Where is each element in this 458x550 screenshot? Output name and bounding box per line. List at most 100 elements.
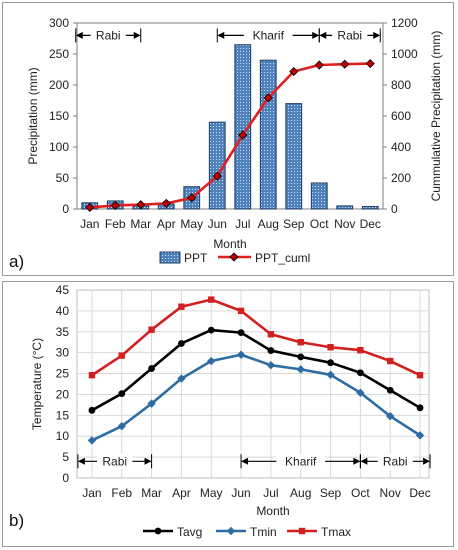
point-ppt-cuml bbox=[110, 200, 120, 211]
panel-label: a) bbox=[9, 252, 24, 271]
point-tmin bbox=[326, 370, 335, 380]
line-ppt-cuml bbox=[89, 62, 371, 209]
x-tick-label: Jul bbox=[263, 486, 278, 500]
x-tick-label: May bbox=[180, 217, 203, 231]
x-tick-label: Aug bbox=[258, 217, 279, 231]
season-label: Kharif bbox=[285, 454, 317, 468]
point-tavg bbox=[148, 365, 155, 372]
x-tick-label: Feb bbox=[105, 217, 126, 231]
chart-panel-b: 0 5 10 15 20 25 30 35 40 45 Rabi Kharif Rabi Jan Feb Ma… bbox=[2, 281, 454, 547]
y-tick-label: 15 bbox=[56, 408, 70, 422]
point-tmin bbox=[207, 356, 216, 366]
x-axis-title: Month bbox=[256, 504, 289, 518]
line-tmin bbox=[91, 353, 421, 442]
point-ppt-cuml bbox=[289, 66, 299, 77]
x-tick-label: Nov bbox=[380, 486, 401, 500]
point-tavg bbox=[327, 359, 334, 367]
season-arrowhead-right bbox=[312, 31, 320, 39]
y-tick-label: 40 bbox=[56, 304, 70, 318]
season-arrowhead-left bbox=[75, 31, 83, 39]
y-tick-label: 200 bbox=[49, 78, 69, 92]
point-tavg bbox=[356, 369, 364, 377]
point-tmax bbox=[148, 326, 155, 333]
season-label: Rabi bbox=[102, 454, 127, 468]
point-tavg bbox=[237, 329, 245, 337]
point-tmax bbox=[88, 372, 96, 379]
point-tmax bbox=[357, 346, 364, 354]
point-ppt-cuml bbox=[187, 193, 197, 203]
season-arrowhead-right bbox=[144, 457, 152, 465]
legend-marker-tavg bbox=[154, 527, 162, 535]
legend-label-tmax: Tmax bbox=[321, 525, 351, 539]
point-tavg bbox=[386, 386, 394, 394]
x-tick-label: Mar bbox=[130, 217, 151, 231]
x-tick-label: May bbox=[200, 486, 223, 500]
season-label-bg bbox=[90, 27, 126, 44]
point-tmin bbox=[236, 350, 246, 359]
season-arrowhead-right bbox=[423, 457, 431, 465]
y-axis-title: Precipitation (mm) bbox=[26, 67, 40, 164]
point-tavg bbox=[88, 406, 96, 414]
bar-ppt bbox=[285, 103, 303, 210]
y-tick-label: 300 bbox=[49, 16, 69, 30]
legend-label-ppt-cuml: PPT_cuml bbox=[255, 251, 310, 265]
y-right-tick-label: 200 bbox=[391, 171, 411, 185]
season-label: Rabi bbox=[383, 454, 408, 468]
point-tmax bbox=[327, 344, 334, 351]
x-axis-title: Month bbox=[213, 237, 246, 251]
bar-ppt bbox=[234, 44, 252, 210]
point-tavg bbox=[267, 347, 275, 354]
x-tick-label: Sep bbox=[283, 217, 305, 231]
season-label: Kharif bbox=[253, 28, 285, 42]
y-right-tick-label: 0 bbox=[391, 202, 398, 216]
x-tick-label: Jan bbox=[82, 486, 101, 500]
point-tmax bbox=[416, 372, 424, 379]
y-tick-label: 250 bbox=[49, 47, 69, 61]
x-tick-label: Jun bbox=[208, 217, 227, 231]
y-right-axis-title: Cummulative Precipitation (mm) bbox=[429, 31, 443, 202]
plot-frame bbox=[76, 22, 384, 210]
x-tick-label: Nov bbox=[334, 217, 355, 231]
point-ppt-cuml bbox=[85, 202, 95, 213]
y-tick-label: 0 bbox=[62, 471, 69, 485]
point-ppt-cuml bbox=[238, 130, 248, 140]
point-ppt-cuml bbox=[340, 59, 350, 69]
point-tmin bbox=[386, 411, 395, 421]
y-right-tick-label: 600 bbox=[391, 109, 411, 123]
precipitation-chart: 0 50 100 150 200 250 300 0 200 400 600 800 1000 1200 R… bbox=[9, 16, 443, 271]
season-arrowhead-left bbox=[241, 457, 249, 465]
x-tick-label: Oct bbox=[351, 486, 370, 500]
legend-marker-tmax bbox=[298, 527, 306, 535]
x-tick-label: Jan bbox=[80, 217, 99, 231]
season-label-bg bbox=[243, 27, 293, 44]
season-arrowhead-right bbox=[353, 457, 361, 465]
season-label-bg bbox=[332, 27, 368, 44]
season-arrowhead-left bbox=[360, 457, 368, 465]
point-tmin bbox=[117, 421, 126, 431]
x-tick-label: Oct bbox=[310, 217, 329, 231]
bar-ppt bbox=[336, 205, 354, 210]
y-tick-label: 45 bbox=[56, 283, 70, 297]
season-label-bg bbox=[97, 453, 133, 470]
y-tick-label: 10 bbox=[56, 429, 70, 443]
chart-panel-a: 0 50 100 150 200 250 300 0 200 400 600 800 1000 1200 R… bbox=[2, 2, 454, 276]
x-tick-label: Aug bbox=[290, 486, 311, 500]
x-tick-label: Dec bbox=[409, 486, 430, 500]
point-tmax bbox=[387, 357, 394, 365]
y-tick-label: 0 bbox=[62, 202, 69, 216]
season-arrowhead-left bbox=[319, 31, 327, 39]
season-arrowhead-left bbox=[77, 457, 85, 465]
legend-label-tavg: Tavg bbox=[177, 525, 202, 539]
point-ppt-cuml bbox=[314, 60, 324, 70]
point-tmin bbox=[87, 436, 97, 445]
point-tmin bbox=[177, 374, 186, 383]
point-tmax bbox=[118, 352, 125, 359]
point-tmin bbox=[356, 388, 365, 397]
y-tick-label: 50 bbox=[56, 171, 70, 185]
point-tmin bbox=[266, 361, 276, 370]
x-tick-label: Dec bbox=[360, 217, 381, 231]
point-tavg bbox=[118, 390, 126, 398]
point-tmax bbox=[237, 307, 245, 315]
legend-swatch-ppt bbox=[159, 251, 181, 264]
x-tick-label: Jun bbox=[231, 486, 250, 500]
